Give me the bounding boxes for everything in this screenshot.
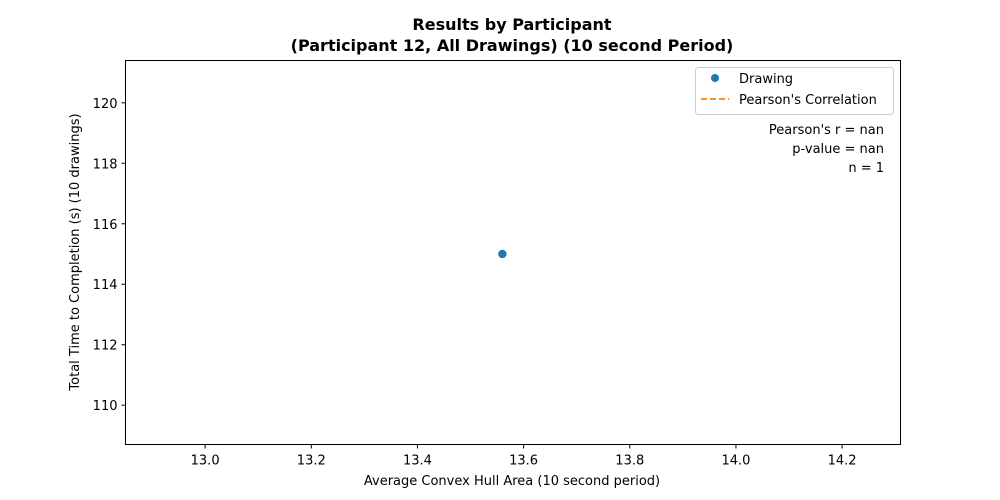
x-tick-label: 13.8 <box>615 454 644 469</box>
legend-label-correlation: Pearson's Correlation <box>739 93 877 108</box>
y-tick-label: 118 <box>93 157 118 172</box>
y-axis-label: Total Time to Completion (s) (10 drawing… <box>68 113 83 391</box>
y-axis-ticks: 110 112 114 116 118 120 <box>93 97 126 414</box>
x-tick-label: 14.2 <box>828 454 857 469</box>
x-axis-label: Average Convex Hull Area (10 second peri… <box>364 474 660 489</box>
y-tick-label: 110 <box>93 399 118 414</box>
data-points <box>498 249 507 259</box>
x-axis-ticks: 13.0 13.2 13.4 13.6 13.8 14.0 14.2 <box>191 444 857 469</box>
stat-p-value: p-value = nan <box>792 142 884 157</box>
x-tick-label: 13.6 <box>509 454 538 469</box>
chart-title-line1: Results by Participant <box>412 15 611 34</box>
stat-pearson-r: Pearson's r = nan <box>769 123 884 138</box>
x-tick-label: 13.2 <box>297 454 326 469</box>
stats-annotation: Pearson's r = nan p-value = nan n = 1 <box>769 123 884 176</box>
y-tick-label: 114 <box>93 278 118 293</box>
legend: Drawing Pearson's Correlation <box>695 67 894 115</box>
chart-title-line2: (Participant 12, All Drawings) (10 secon… <box>291 36 734 55</box>
x-tick-label: 13.0 <box>191 454 220 469</box>
plot-area-frame <box>125 60 901 445</box>
legend-scatter-marker <box>711 74 719 82</box>
y-tick-label: 112 <box>93 339 118 354</box>
x-tick-label: 14.0 <box>721 454 750 469</box>
x-tick-label: 13.4 <box>403 454 432 469</box>
legend-box <box>695 67 894 115</box>
legend-label-drawing: Drawing <box>739 72 793 87</box>
stat-n: n = 1 <box>848 161 884 176</box>
y-tick-label: 120 <box>93 97 118 112</box>
drawing-data-point <box>498 249 507 259</box>
y-tick-label: 116 <box>93 218 118 233</box>
